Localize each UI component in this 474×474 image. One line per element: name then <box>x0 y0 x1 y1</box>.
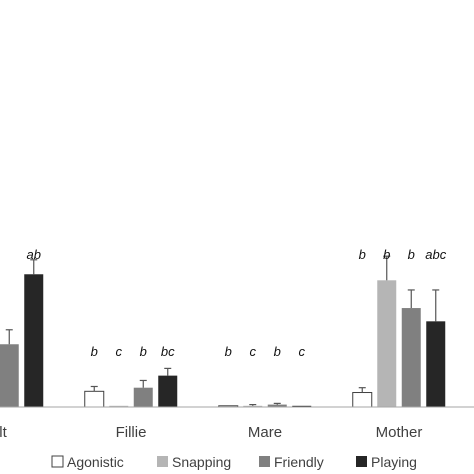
legend-swatch-playing <box>356 456 367 467</box>
significance-label: b <box>359 247 366 262</box>
bar-friendly-3 <box>401 308 421 407</box>
significance-label: ab <box>27 247 41 262</box>
significance-label: bc <box>161 344 175 359</box>
legend-label-friendly: Friendly <box>274 454 324 470</box>
legend-swatch-snapping <box>157 456 168 467</box>
significance-label: b <box>91 344 98 359</box>
bar-playing-2 <box>292 405 312 407</box>
bar-playing-0 <box>24 274 44 407</box>
significance-label: c <box>299 344 306 359</box>
significance-label: b <box>274 344 281 359</box>
legend-label-agonistic: Agonistic <box>67 454 124 470</box>
bar-friendly-0 <box>0 344 19 407</box>
legend-label-snapping: Snapping <box>172 454 231 470</box>
bar-playing-1 <box>158 375 178 407</box>
significance-label: b <box>383 247 390 262</box>
legend-label-playing: Playing <box>371 454 417 470</box>
bar-snapping-2 <box>243 405 263 407</box>
bar-snapping-1 <box>109 405 129 407</box>
significance-label: b <box>408 247 415 262</box>
category-label-2: Mare <box>248 424 282 441</box>
legend-swatch-friendly <box>259 456 270 467</box>
legend-swatch-agonistic <box>51 455 64 468</box>
bar-friendly-2 <box>267 404 287 407</box>
bar-snapping-3 <box>377 280 397 407</box>
bars-layer: bbbbccbbbbabbccabc <box>0 247 447 408</box>
bar-agonistic-1 <box>84 390 105 408</box>
category-label-1: Fillie <box>116 424 147 441</box>
category-label-0: lt <box>0 424 8 441</box>
significance-label: c <box>250 344 257 359</box>
bar-agonistic-3 <box>352 392 373 408</box>
significance-label: b <box>225 344 232 359</box>
bar-friendly-1 <box>133 387 153 407</box>
significance-label: b <box>140 344 147 359</box>
category-labels: lt Fillie Mare Mother <box>0 424 422 441</box>
significance-label: abc <box>425 247 446 262</box>
bar-playing-3 <box>426 321 446 407</box>
category-label-3: Mother <box>376 424 423 441</box>
significance-label: c <box>116 344 123 359</box>
legend: Agonistic Snapping Friendly Playing <box>51 454 417 470</box>
